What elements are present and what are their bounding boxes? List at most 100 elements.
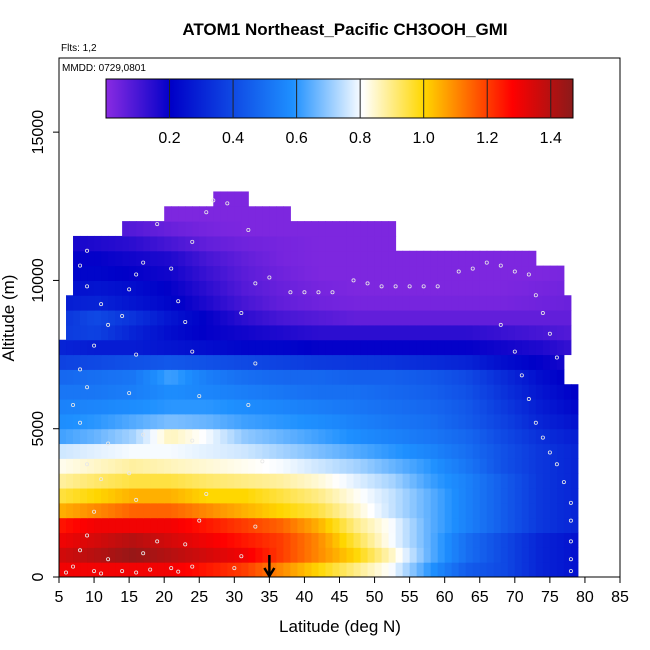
heatmap-cell xyxy=(248,339,256,356)
heatmap-cell xyxy=(108,502,116,519)
heatmap-cell xyxy=(507,324,516,341)
heatmap-cell xyxy=(136,547,144,563)
heatmap-cell xyxy=(521,265,530,281)
heatmap-cell xyxy=(360,324,369,341)
x-tick-label: 70 xyxy=(506,589,524,606)
heatmap-cell xyxy=(402,488,411,504)
heatmap-cell xyxy=(353,517,362,534)
heatmap-cell xyxy=(164,265,172,281)
heatmap-cell xyxy=(332,413,340,430)
heatmap-cell xyxy=(507,562,516,577)
heatmap-cell xyxy=(262,250,270,267)
heatmap-cell xyxy=(122,384,130,400)
heatmap-cell xyxy=(465,280,474,296)
heatmap-cell xyxy=(451,295,460,311)
heatmap-cell xyxy=(101,235,109,252)
heatmap-cell xyxy=(465,473,474,489)
heatmap-cell xyxy=(549,443,558,459)
heatmap-cell xyxy=(129,473,137,489)
heatmap-cell xyxy=(164,502,172,519)
heatmap-cell xyxy=(409,310,418,326)
heatmap-cell xyxy=(171,547,179,563)
heatmap-cell xyxy=(346,221,355,237)
heatmap-cell xyxy=(192,473,200,489)
heatmap-cell xyxy=(164,399,172,415)
heatmap-cell xyxy=(311,354,319,370)
x-tick-label: 15 xyxy=(120,589,138,606)
heatmap-cell xyxy=(262,295,270,311)
heatmap-cell xyxy=(185,250,193,267)
heatmap-cell xyxy=(374,221,383,237)
heatmap-cell xyxy=(500,324,509,341)
heatmap-cell xyxy=(465,265,474,281)
heatmap-cell xyxy=(437,443,446,459)
heatmap-cell xyxy=(535,532,544,548)
heatmap-cell xyxy=(66,324,74,341)
heatmap-cell xyxy=(73,369,81,385)
heatmap-cell xyxy=(528,562,537,577)
heatmap-cell xyxy=(220,488,228,504)
heatmap-cell xyxy=(290,502,298,519)
heatmap-cell xyxy=(297,562,305,577)
heatmap-cell xyxy=(465,413,474,430)
heatmap-cell xyxy=(514,517,523,534)
heatmap-cell xyxy=(444,502,453,519)
heatmap-cell xyxy=(507,339,516,356)
heatmap-cell xyxy=(255,458,263,474)
heatmap-cell xyxy=(234,502,242,519)
heatmap-cell xyxy=(458,517,467,534)
heatmap-cell xyxy=(269,250,277,267)
heatmap-cell xyxy=(255,221,263,237)
heatmap-cell xyxy=(192,502,200,519)
heatmap-cell xyxy=(122,413,130,430)
heatmap-cell xyxy=(542,488,551,504)
heatmap-cell xyxy=(374,473,383,489)
heatmap-cell xyxy=(192,369,200,385)
heatmap-cell xyxy=(227,502,235,519)
heatmap-cell xyxy=(115,354,123,370)
heatmap-cell xyxy=(521,443,530,459)
heatmap-cell xyxy=(472,310,481,326)
flight-point xyxy=(106,557,111,562)
heatmap-cell xyxy=(493,413,502,430)
heatmap-cell xyxy=(311,458,319,474)
heatmap-cell xyxy=(458,295,467,311)
heatmap-cell xyxy=(290,369,298,385)
heatmap-cell xyxy=(220,265,228,281)
flight-point xyxy=(253,361,258,366)
heatmap-cell xyxy=(213,413,221,430)
heatmap-cell xyxy=(346,235,355,252)
heatmap-cell xyxy=(542,532,551,548)
heatmap-cell xyxy=(157,265,165,281)
heatmap-cell xyxy=(402,369,411,385)
heatmap-cell xyxy=(241,399,249,415)
heatmap-cell xyxy=(318,265,326,281)
heatmap-cell xyxy=(73,310,81,326)
heatmap-cell xyxy=(143,280,151,296)
heatmap-cell xyxy=(283,562,291,577)
heatmap-cell xyxy=(234,399,242,415)
heatmap-cell xyxy=(332,443,340,459)
heatmap-cell xyxy=(164,562,172,577)
heatmap-cell xyxy=(115,502,123,519)
heatmap-cell xyxy=(262,324,270,341)
heatmap-cell xyxy=(318,354,326,370)
flight-point xyxy=(92,569,97,574)
heatmap-cell xyxy=(241,250,249,267)
heatmap-cell xyxy=(325,502,333,519)
heatmap-cell xyxy=(248,488,256,504)
heatmap-cell xyxy=(416,502,425,519)
heatmap-cell xyxy=(430,354,439,370)
heatmap-cell xyxy=(241,502,249,519)
heatmap-cell xyxy=(213,324,221,341)
heatmap-cell xyxy=(157,295,165,311)
heatmap-cell xyxy=(444,324,453,341)
heatmap-cell xyxy=(535,354,544,370)
heatmap-cell xyxy=(514,443,523,459)
heatmap-cell xyxy=(556,399,565,415)
heatmap-cell xyxy=(542,547,551,563)
heatmap-cell xyxy=(521,339,530,356)
heatmap-cell xyxy=(171,265,179,281)
heatmap-cell xyxy=(241,310,249,326)
heatmap-cell xyxy=(262,221,270,237)
